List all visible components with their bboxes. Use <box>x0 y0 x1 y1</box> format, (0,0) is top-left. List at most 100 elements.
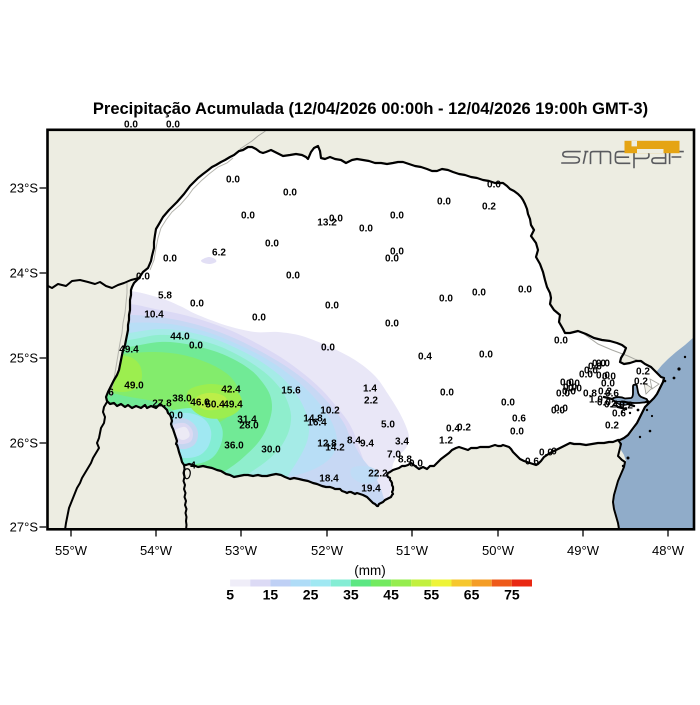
svg-text:0.2: 0.2 <box>605 421 619 432</box>
svg-text:0.0: 0.0 <box>390 211 404 222</box>
svg-text:0.0: 0.0 <box>579 370 593 381</box>
svg-text:1.4: 1.4 <box>363 384 377 395</box>
svg-text:0.0: 0.0 <box>286 271 300 282</box>
svg-text:1.0: 1.0 <box>589 395 603 406</box>
svg-text:23°S: 23°S <box>10 181 39 196</box>
svg-text:0.0: 0.0 <box>321 343 335 354</box>
svg-text:0.2: 0.2 <box>457 423 471 434</box>
svg-text:49°W: 49°W <box>567 543 600 558</box>
svg-text:0.0: 0.0 <box>584 366 598 377</box>
svg-text:51°W: 51°W <box>396 543 429 558</box>
svg-text:0.0: 0.0 <box>226 175 240 186</box>
svg-text:25°S: 25°S <box>10 351 39 366</box>
svg-text:0.0: 0.0 <box>596 371 610 382</box>
svg-text:27.8: 27.8 <box>152 399 172 410</box>
svg-text:52°W: 52°W <box>311 543 344 558</box>
svg-text:1.2: 1.2 <box>439 436 453 447</box>
svg-text:31.4: 31.4 <box>237 415 257 426</box>
svg-text:19.4: 19.4 <box>361 484 381 495</box>
svg-text:10.2: 10.2 <box>320 406 340 417</box>
svg-text:0.0: 0.0 <box>252 313 266 324</box>
svg-text:10.4: 10.4 <box>144 310 164 321</box>
svg-text:0.0: 0.0 <box>554 404 568 415</box>
svg-text:0.4: 0.4 <box>418 352 432 363</box>
svg-text:0.0: 0.0 <box>596 359 610 370</box>
svg-text:16.4: 16.4 <box>307 418 327 429</box>
svg-text:5: 5 <box>226 587 234 603</box>
svg-text:13.2: 13.2 <box>317 218 337 229</box>
svg-text:6.2: 6.2 <box>212 248 226 259</box>
svg-text:0.0: 0.0 <box>265 239 279 250</box>
svg-text:55: 55 <box>424 587 440 603</box>
svg-text:0.0: 0.0 <box>325 301 339 312</box>
svg-text:0.0: 0.0 <box>124 120 138 131</box>
svg-text:75: 75 <box>504 587 520 603</box>
svg-text:0.0: 0.0 <box>189 341 203 352</box>
svg-text:0.6: 0.6 <box>612 409 626 420</box>
svg-text:2.2: 2.2 <box>364 396 378 407</box>
svg-text:0.6: 0.6 <box>525 457 539 468</box>
svg-text:0.0: 0.0 <box>560 378 574 389</box>
svg-text:6: 6 <box>108 388 114 399</box>
svg-text:4: 4 <box>190 461 196 472</box>
svg-text:0.0: 0.0 <box>385 319 399 330</box>
svg-text:36.0: 36.0 <box>224 441 244 452</box>
svg-text:25: 25 <box>303 587 319 603</box>
svg-text:44.0: 44.0 <box>170 332 190 343</box>
svg-text:0.6: 0.6 <box>605 389 619 400</box>
svg-text:0.4: 0.4 <box>604 400 618 411</box>
svg-text:0.0: 0.0 <box>563 383 577 394</box>
svg-text:0.0: 0.0 <box>166 120 180 131</box>
svg-text:27°S: 27°S <box>10 520 39 535</box>
svg-text:14.8: 14.8 <box>303 414 323 425</box>
svg-text:50°W: 50°W <box>482 543 515 558</box>
svg-text:0.8: 0.8 <box>583 389 597 400</box>
svg-text:0.4: 0.4 <box>446 424 460 435</box>
svg-text:0.0: 0.0 <box>510 427 524 438</box>
svg-text:15.6: 15.6 <box>281 386 301 397</box>
svg-text:0.0: 0.0 <box>163 254 177 265</box>
svg-text:0.0: 0.0 <box>518 285 532 296</box>
svg-text:8.8: 8.8 <box>398 455 412 466</box>
svg-text:0.0: 0.0 <box>409 459 423 470</box>
svg-text:0.0: 0.0 <box>551 406 565 417</box>
svg-text:0.0: 0.0 <box>568 384 582 395</box>
svg-text:0.0: 0.0 <box>602 372 616 383</box>
svg-text:0.0: 0.0 <box>190 299 204 310</box>
svg-text:49.4: 49.4 <box>223 400 243 411</box>
svg-text:0.0: 0.0 <box>359 224 373 235</box>
svg-text:55°W: 55°W <box>55 543 88 558</box>
svg-text:28.0: 28.0 <box>239 421 259 432</box>
svg-text:0.0: 0.0 <box>169 411 183 422</box>
svg-text:0.0: 0.0 <box>588 362 602 373</box>
svg-text:0.6: 0.6 <box>512 414 526 425</box>
svg-text:0.0: 0.0 <box>562 387 576 398</box>
svg-text:49.4: 49.4 <box>119 345 139 356</box>
svg-text:Precipitação Acumulada (12/04/: Precipitação Acumulada (12/04/2026 00:00… <box>93 100 648 118</box>
svg-text:12.8: 12.8 <box>317 439 337 450</box>
svg-text:0.2: 0.2 <box>634 377 648 388</box>
svg-text:22.2: 22.2 <box>368 469 388 480</box>
svg-text:0.2: 0.2 <box>598 387 612 398</box>
svg-text:5.0: 5.0 <box>381 420 395 431</box>
svg-text:15: 15 <box>263 587 279 603</box>
svg-text:0.2: 0.2 <box>619 401 633 412</box>
svg-text:53°W: 53°W <box>225 543 258 558</box>
svg-text:42.4: 42.4 <box>221 385 241 396</box>
svg-text:65: 65 <box>464 587 480 603</box>
svg-text:0.0: 0.0 <box>385 254 399 265</box>
svg-text:0.2: 0.2 <box>636 367 650 378</box>
svg-text:0.0: 0.0 <box>501 398 515 409</box>
svg-text:0.0: 0.0 <box>479 350 493 361</box>
svg-text:(mm): (mm) <box>354 563 385 578</box>
svg-text:0.0: 0.0 <box>566 379 580 390</box>
svg-text:48°W: 48°W <box>652 543 685 558</box>
svg-text:8.4: 8.4 <box>347 436 361 447</box>
svg-text:0.0: 0.0 <box>601 379 615 390</box>
svg-text:0: 0 <box>551 447 557 458</box>
svg-text:0.0: 0.0 <box>437 197 451 208</box>
svg-text:7.0: 7.0 <box>387 450 401 461</box>
svg-text:0.0: 0.0 <box>597 398 611 409</box>
svg-text:50.4: 50.4 <box>205 400 225 411</box>
svg-text:49.0: 49.0 <box>124 381 144 392</box>
